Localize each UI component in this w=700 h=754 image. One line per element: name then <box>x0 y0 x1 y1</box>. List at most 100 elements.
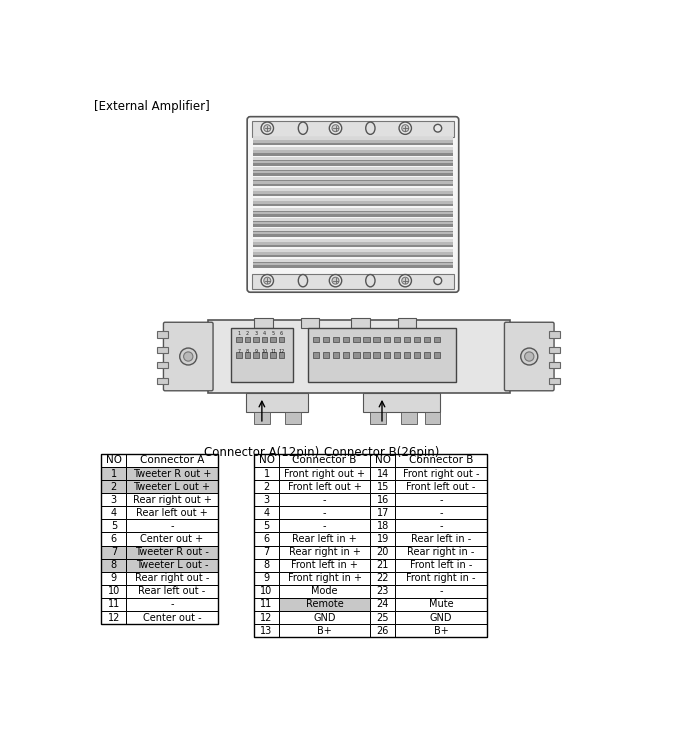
Bar <box>208 320 510 393</box>
Text: 5: 5 <box>263 521 270 531</box>
Text: Rear right in -: Rear right in - <box>407 547 475 557</box>
Text: 22: 22 <box>377 573 389 584</box>
Bar <box>126 454 218 467</box>
Bar <box>253 136 452 139</box>
Bar <box>300 318 319 328</box>
Bar <box>363 352 370 357</box>
Text: 4: 4 <box>263 508 270 518</box>
Circle shape <box>261 274 274 287</box>
Text: 4: 4 <box>111 508 117 518</box>
Bar <box>414 352 420 357</box>
Bar <box>393 352 400 357</box>
Text: -: - <box>439 521 442 531</box>
Text: 12: 12 <box>108 612 120 623</box>
Ellipse shape <box>365 122 375 134</box>
Bar <box>279 520 370 532</box>
Bar <box>102 454 218 624</box>
Text: Rear left in +: Rear left in + <box>293 534 357 544</box>
Text: Center out -: Center out - <box>143 612 202 623</box>
Bar <box>254 532 279 546</box>
Bar <box>126 546 218 559</box>
Text: 11: 11 <box>270 349 276 354</box>
Ellipse shape <box>365 274 375 287</box>
Bar <box>279 572 370 585</box>
Bar <box>254 572 279 585</box>
Text: Connector A(12pin): Connector A(12pin) <box>204 446 319 459</box>
Text: Front right out -: Front right out - <box>402 468 479 479</box>
Bar <box>374 352 379 357</box>
Bar <box>262 337 267 342</box>
Bar <box>550 362 560 369</box>
Bar <box>253 212 452 214</box>
Bar <box>395 520 486 532</box>
Text: 12: 12 <box>279 349 285 354</box>
Bar <box>279 506 370 520</box>
Text: GND: GND <box>430 612 452 623</box>
Text: Rear left out -: Rear left out - <box>139 587 206 596</box>
Bar <box>333 352 340 357</box>
Text: 23: 23 <box>377 587 389 596</box>
Bar <box>343 337 349 342</box>
Text: 3: 3 <box>111 495 117 504</box>
Bar <box>126 480 218 493</box>
FancyBboxPatch shape <box>247 117 458 293</box>
Text: 20: 20 <box>377 547 389 557</box>
Bar <box>395 467 486 480</box>
Bar <box>253 160 452 166</box>
Bar <box>245 337 251 342</box>
Bar <box>395 559 486 572</box>
Text: 9: 9 <box>255 349 258 354</box>
Bar <box>253 221 452 227</box>
Text: 17: 17 <box>377 508 389 518</box>
Bar <box>254 412 270 424</box>
Bar <box>253 188 452 191</box>
Text: -: - <box>439 508 442 518</box>
Bar <box>343 352 349 357</box>
Bar <box>395 546 486 559</box>
Text: 10: 10 <box>262 349 267 354</box>
Text: 19: 19 <box>377 534 389 544</box>
FancyBboxPatch shape <box>163 322 213 391</box>
Bar <box>102 454 126 467</box>
Text: NO: NO <box>258 455 274 465</box>
Bar <box>158 378 168 384</box>
Bar <box>363 337 370 342</box>
Text: Tweeter L out +: Tweeter L out + <box>134 482 211 492</box>
Text: Tweeter L out -: Tweeter L out - <box>136 560 208 570</box>
Bar <box>425 412 440 424</box>
Text: GND: GND <box>314 612 336 623</box>
Bar <box>253 259 452 262</box>
Bar <box>254 318 273 328</box>
Text: 12: 12 <box>260 612 273 623</box>
Bar <box>253 192 452 194</box>
Bar <box>102 559 126 572</box>
Bar <box>384 337 390 342</box>
Bar <box>370 493 395 506</box>
Bar <box>254 624 279 637</box>
Bar <box>253 231 452 237</box>
Bar <box>393 337 400 342</box>
Bar <box>370 585 395 598</box>
Bar <box>253 352 259 357</box>
Bar <box>254 520 279 532</box>
Text: Front left out -: Front left out - <box>406 482 475 492</box>
Bar <box>231 328 293 382</box>
Text: Connector B: Connector B <box>409 455 473 465</box>
Text: B+: B+ <box>317 626 332 636</box>
Bar <box>395 598 486 611</box>
Bar <box>126 585 218 598</box>
Bar <box>254 493 279 506</box>
Bar <box>309 328 456 382</box>
Bar <box>126 520 218 532</box>
Bar <box>370 572 395 585</box>
Bar <box>253 140 452 143</box>
Bar <box>253 171 452 173</box>
Bar <box>279 493 370 506</box>
Text: 1: 1 <box>237 331 241 336</box>
Bar <box>285 412 300 424</box>
Bar <box>253 161 452 163</box>
Bar <box>253 167 452 170</box>
Text: 24: 24 <box>377 599 389 609</box>
Circle shape <box>402 124 409 132</box>
Text: 2: 2 <box>246 331 249 336</box>
